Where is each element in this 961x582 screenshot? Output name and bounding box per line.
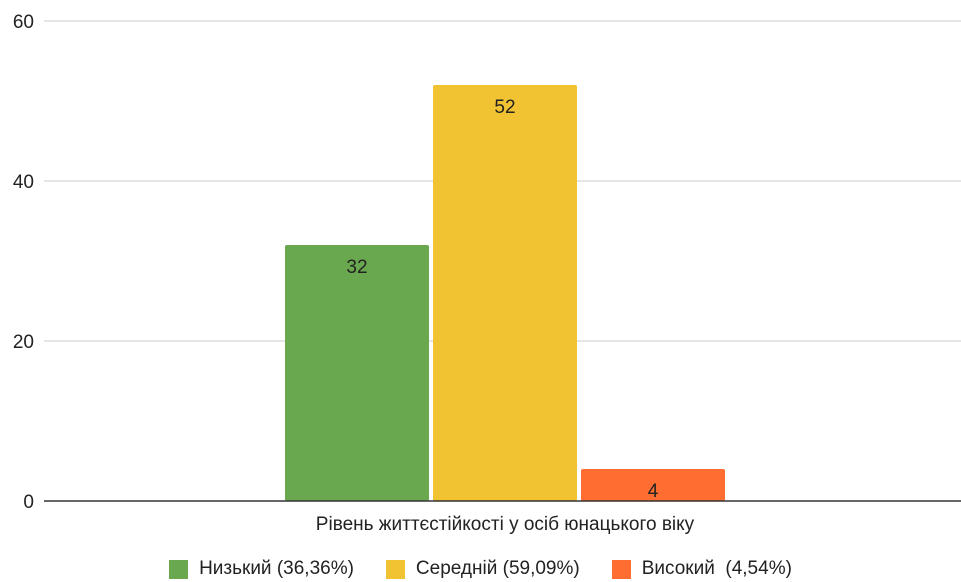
data-label-0: 32 bbox=[346, 257, 367, 278]
y-tick-label: 60 bbox=[13, 12, 34, 33]
data-label-1: 52 bbox=[494, 97, 515, 118]
y-tick-label: 0 bbox=[23, 492, 34, 513]
bar-1 bbox=[433, 85, 577, 501]
bar-chart: 0 20 40 60 32 52 4 Рівень життєстійкості у ос… bbox=[13, 12, 961, 535]
legend-label-high: Високий (4,54%) bbox=[641, 558, 792, 579]
y-tick-label: 20 bbox=[13, 332, 34, 353]
legend-item-medium: Середній (59,09%) bbox=[385, 558, 580, 580]
y-tick-label: 40 bbox=[13, 172, 34, 193]
legend-swatch-low bbox=[169, 559, 189, 579]
legend-swatch-medium bbox=[385, 559, 405, 579]
legend-item-high: Високий (4,54%) bbox=[611, 558, 792, 580]
data-label-2: 4 bbox=[648, 481, 659, 502]
legend-item-low: Низький (36,36%) bbox=[169, 558, 354, 580]
bars bbox=[285, 85, 725, 501]
bar-0 bbox=[285, 245, 429, 501]
legend-label-medium: Середній (59,09%) bbox=[415, 558, 580, 579]
legend-swatch-high bbox=[611, 559, 631, 579]
x-category-label: Рівень життєстійкості у осіб юнацького в… bbox=[316, 514, 695, 535]
legend: Низький (36,36%) Середній (59,09%) Висок… bbox=[0, 556, 961, 582]
legend-label-low: Низький (36,36%) bbox=[199, 558, 354, 579]
bar-2 bbox=[581, 469, 725, 501]
y-axis-ticks: 0 20 40 60 bbox=[13, 12, 34, 513]
data-labels: 32 52 4 bbox=[346, 97, 658, 502]
